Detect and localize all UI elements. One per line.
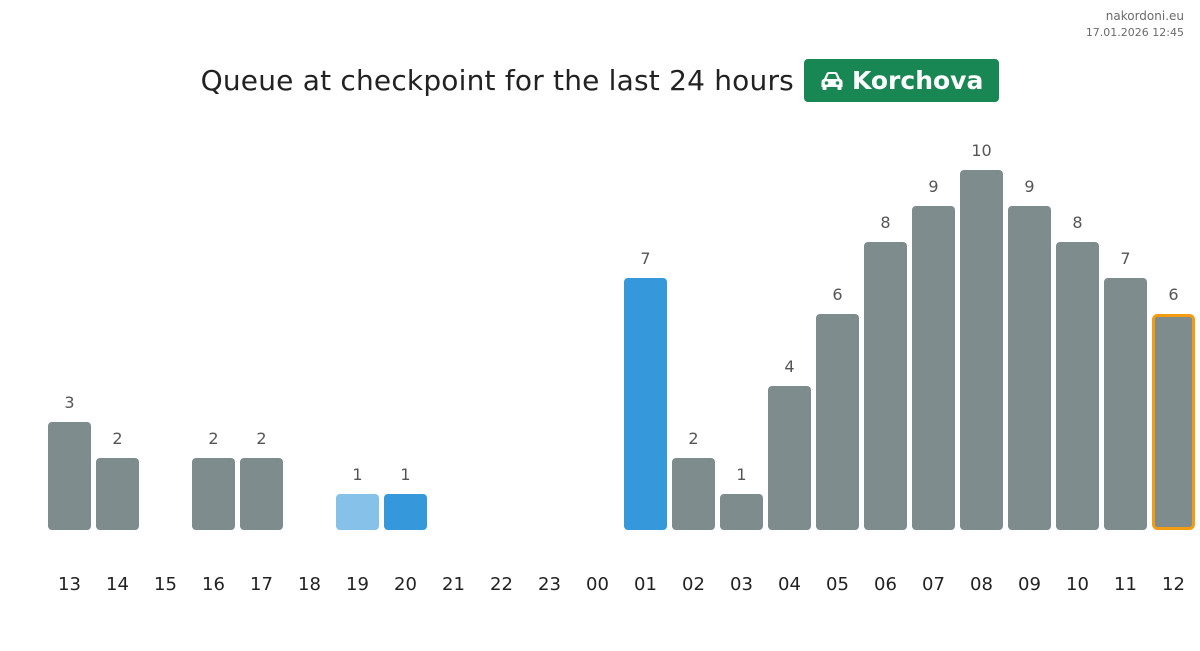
bar-04[interactable] [768, 386, 811, 530]
x-tick-label: 23 [538, 574, 561, 595]
x-tick-label: 13 [58, 574, 81, 595]
x-tick-label: 20 [394, 574, 417, 595]
bar-value-label: 2 [688, 429, 698, 448]
bar-value-label: 1 [400, 465, 410, 484]
bar-value-label: 6 [832, 285, 842, 304]
checkpoint-name: Korchova [851, 66, 984, 95]
timestamp: 17.01.2026 12:45 [1085, 26, 1184, 39]
bar-value-label: 1 [736, 465, 746, 484]
x-tick-label: 22 [490, 574, 513, 595]
bar-value-label: 7 [1120, 249, 1130, 268]
bar-value-label: 6 [1168, 285, 1178, 304]
bar-20[interactable] [384, 494, 427, 530]
bar-value-label: 9 [1024, 177, 1034, 196]
bar-11[interactable] [1104, 278, 1147, 530]
bar-value-label: 1 [352, 465, 362, 484]
x-tick-label: 12 [1162, 574, 1185, 595]
x-tick-label: 02 [682, 574, 705, 595]
bar-19[interactable] [336, 494, 379, 530]
bar-06[interactable] [864, 242, 907, 530]
x-tick-label: 17 [250, 574, 273, 595]
bar-01[interactable] [624, 278, 667, 530]
bar-14[interactable] [96, 458, 139, 530]
bar-value-label: 10 [971, 141, 991, 160]
bar-17[interactable] [240, 458, 283, 530]
x-tick-label: 08 [970, 574, 993, 595]
car-icon [821, 71, 843, 90]
bar-value-label: 3 [64, 393, 74, 412]
bar-13[interactable] [48, 422, 91, 530]
x-tick-label: 03 [730, 574, 753, 595]
x-tick-label: 19 [346, 574, 369, 595]
bar-05[interactable] [816, 314, 859, 530]
bar-09[interactable] [1008, 206, 1051, 530]
bar-value-label: 7 [640, 249, 650, 268]
x-tick-label: 21 [442, 574, 465, 595]
bar-12[interactable] [1152, 314, 1195, 530]
x-tick-label: 04 [778, 574, 801, 595]
bar-value-label: 2 [208, 429, 218, 448]
title-row: Queue at checkpoint for the last 24 hour… [0, 59, 1200, 102]
checkpoint-badge[interactable]: Korchova [803, 59, 1000, 102]
x-tick-label: 16 [202, 574, 225, 595]
bar-value-label: 4 [784, 357, 794, 376]
chart-title: Queue at checkpoint for the last 24 hour… [200, 64, 794, 97]
bar-value-label: 8 [880, 213, 890, 232]
bar-value-label: 2 [256, 429, 266, 448]
bar-08[interactable] [960, 170, 1003, 530]
x-tick-label: 00 [586, 574, 609, 595]
x-tick-label: 06 [874, 574, 897, 595]
x-tick-label: 14 [106, 574, 129, 595]
bar-02[interactable] [672, 458, 715, 530]
x-tick-label: 05 [826, 574, 849, 595]
x-tick-label: 18 [298, 574, 321, 595]
bar-value-label: 2 [112, 429, 122, 448]
bar-07[interactable] [912, 206, 955, 530]
bar-03[interactable] [720, 494, 763, 530]
x-tick-label: 01 [634, 574, 657, 595]
x-tick-label: 09 [1018, 574, 1041, 595]
x-tick-label: 10 [1066, 574, 1089, 595]
x-tick-label: 15 [154, 574, 177, 595]
bar-value-label: 8 [1072, 213, 1082, 232]
bar-10[interactable] [1056, 242, 1099, 530]
bar-value-label: 9 [928, 177, 938, 196]
bar-16[interactable] [192, 458, 235, 530]
x-tick-label: 11 [1114, 574, 1137, 595]
x-tick-label: 07 [922, 574, 945, 595]
site-name[interactable]: nakordoni.eu [1105, 9, 1184, 23]
